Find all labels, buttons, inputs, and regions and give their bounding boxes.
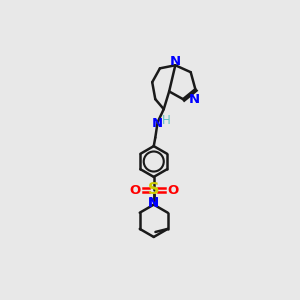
Text: N: N: [151, 116, 162, 130]
Text: H: H: [162, 114, 170, 127]
Text: N: N: [170, 55, 181, 68]
Text: N: N: [189, 93, 200, 106]
Text: N: N: [148, 197, 159, 210]
Text: O: O: [167, 184, 178, 196]
Text: N: N: [148, 196, 159, 209]
Text: O: O: [129, 184, 140, 196]
Text: S: S: [148, 182, 160, 197]
